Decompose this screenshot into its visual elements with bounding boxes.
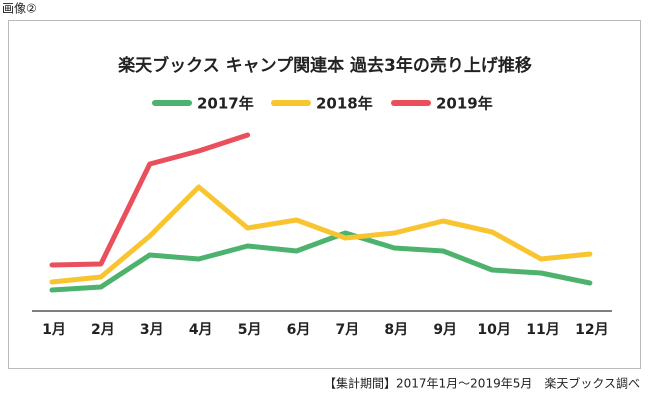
x-tick-label: 10月 bbox=[477, 322, 510, 338]
x-tick-label: 4月 bbox=[189, 322, 213, 338]
series-line bbox=[49, 184, 593, 285]
x-tick-label: 8月 bbox=[384, 322, 408, 338]
legend-label: 2017年 bbox=[197, 95, 254, 113]
x-tick-label: 7月 bbox=[336, 322, 360, 338]
x-tick-label: 9月 bbox=[433, 322, 457, 338]
note: 【集計期間】2017年1月～2019年5月 楽天ブックス調べ bbox=[324, 376, 640, 391]
series-line bbox=[49, 132, 251, 268]
x-tick-label: 11月 bbox=[526, 322, 559, 338]
x-tick-label: 1月 bbox=[42, 322, 66, 338]
x-tick-label: 6月 bbox=[287, 322, 311, 338]
frame bbox=[8, 20, 641, 369]
x-tick-label: 5月 bbox=[238, 322, 262, 338]
legend-label: 2018年 bbox=[316, 95, 373, 113]
x-tick-label: 2月 bbox=[91, 322, 115, 338]
chart-title: 楽天ブックス キャンプ関連本 過去3年の売り上げ推移 bbox=[118, 55, 532, 76]
x-tick-label: 12月 bbox=[575, 322, 608, 338]
x-tick-label: 3月 bbox=[140, 322, 164, 338]
series-line bbox=[49, 230, 593, 293]
legend-label: 2019年 bbox=[436, 95, 493, 113]
caption: 画像② bbox=[2, 2, 37, 16]
